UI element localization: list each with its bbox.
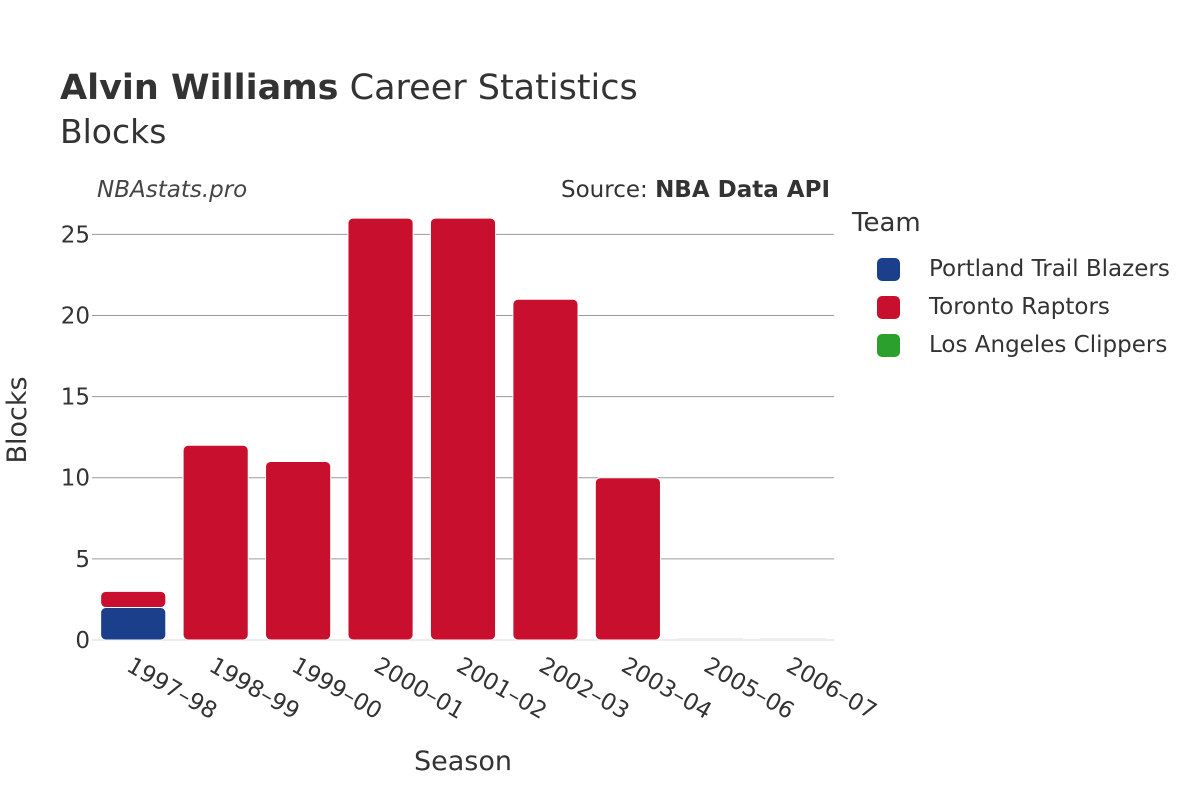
legend-item[interactable]: Toronto Raptors <box>852 288 1170 326</box>
legend-swatch <box>877 333 900 357</box>
legend-item[interactable]: Portland Trail Blazers <box>852 250 1170 288</box>
legend-swatch <box>877 295 900 319</box>
y-tick-label: 15 <box>61 385 90 411</box>
chart-subtitle: Blocks <box>60 112 167 151</box>
bar-segment[interactable] <box>594 477 661 641</box>
chart-title-block: Alvin Williams Career Statistics Blocks <box>60 66 638 154</box>
watermark: NBAstats.pro <box>97 177 248 203</box>
x-tick-label: 2000–01 <box>370 653 469 725</box>
legend-label: Los Angeles Clippers <box>929 332 1168 358</box>
source-credit: Source: NBA Data API <box>561 177 830 203</box>
y-tick-label: 10 <box>61 466 90 492</box>
bar-segment[interactable] <box>100 607 167 641</box>
x-tick-label: 1998–99 <box>205 653 304 725</box>
y-tick-labels: 0 5 10 15 20 25 <box>61 222 90 654</box>
bar-segment[interactable] <box>100 590 167 609</box>
y-axis-title: Blocks <box>2 376 33 463</box>
x-tick-labels: 1997–981998–991999–002000–012001–022002–… <box>122 653 881 725</box>
chart-title: Alvin Williams Career Statistics <box>60 66 638 110</box>
x-tick-label: 1997–98 <box>122 653 221 725</box>
bar-segment[interactable] <box>512 298 579 641</box>
x-tick-label: 2001–02 <box>452 653 551 725</box>
legend-swatch <box>877 257 900 281</box>
x-tick-label: 2005–06 <box>699 653 798 725</box>
player-name: Alvin Williams <box>60 68 339 108</box>
x-tick-label: 2002–03 <box>534 653 633 725</box>
bar-segment[interactable] <box>347 217 414 641</box>
bar-segment[interactable] <box>429 217 497 641</box>
x-tick-label: 2003–04 <box>617 653 716 725</box>
legend-title: Team <box>852 208 921 238</box>
y-tick-label: 5 <box>75 547 90 573</box>
x-tick-label: 1999–00 <box>287 653 386 725</box>
bar-empty <box>760 638 826 640</box>
legend: Team Portland Trail Blazers Toronto Rapto… <box>852 208 1170 364</box>
y-tick-label: 25 <box>61 222 90 248</box>
bars <box>100 217 826 641</box>
legend-label: Toronto Raptors <box>929 294 1110 320</box>
source-prefix: Source: <box>561 177 656 203</box>
legend-item[interactable]: Los Angeles Clippers <box>852 326 1170 364</box>
bar-segment[interactable] <box>265 461 332 641</box>
x-tick-label: 2006–07 <box>782 653 881 725</box>
legend-label: Portland Trail Blazers <box>929 256 1170 282</box>
bar-empty <box>677 638 743 640</box>
bar-segment[interactable] <box>182 444 249 641</box>
y-tick-label: 20 <box>61 303 90 329</box>
source-name: NBA Data API <box>655 177 830 203</box>
title-rest: Career Statistics <box>349 68 638 108</box>
x-axis-title: Season <box>414 746 512 777</box>
y-tick-label: 0 <box>75 628 90 654</box>
legend-items: Portland Trail Blazers Toronto Raptors Los… <box>852 250 1170 364</box>
